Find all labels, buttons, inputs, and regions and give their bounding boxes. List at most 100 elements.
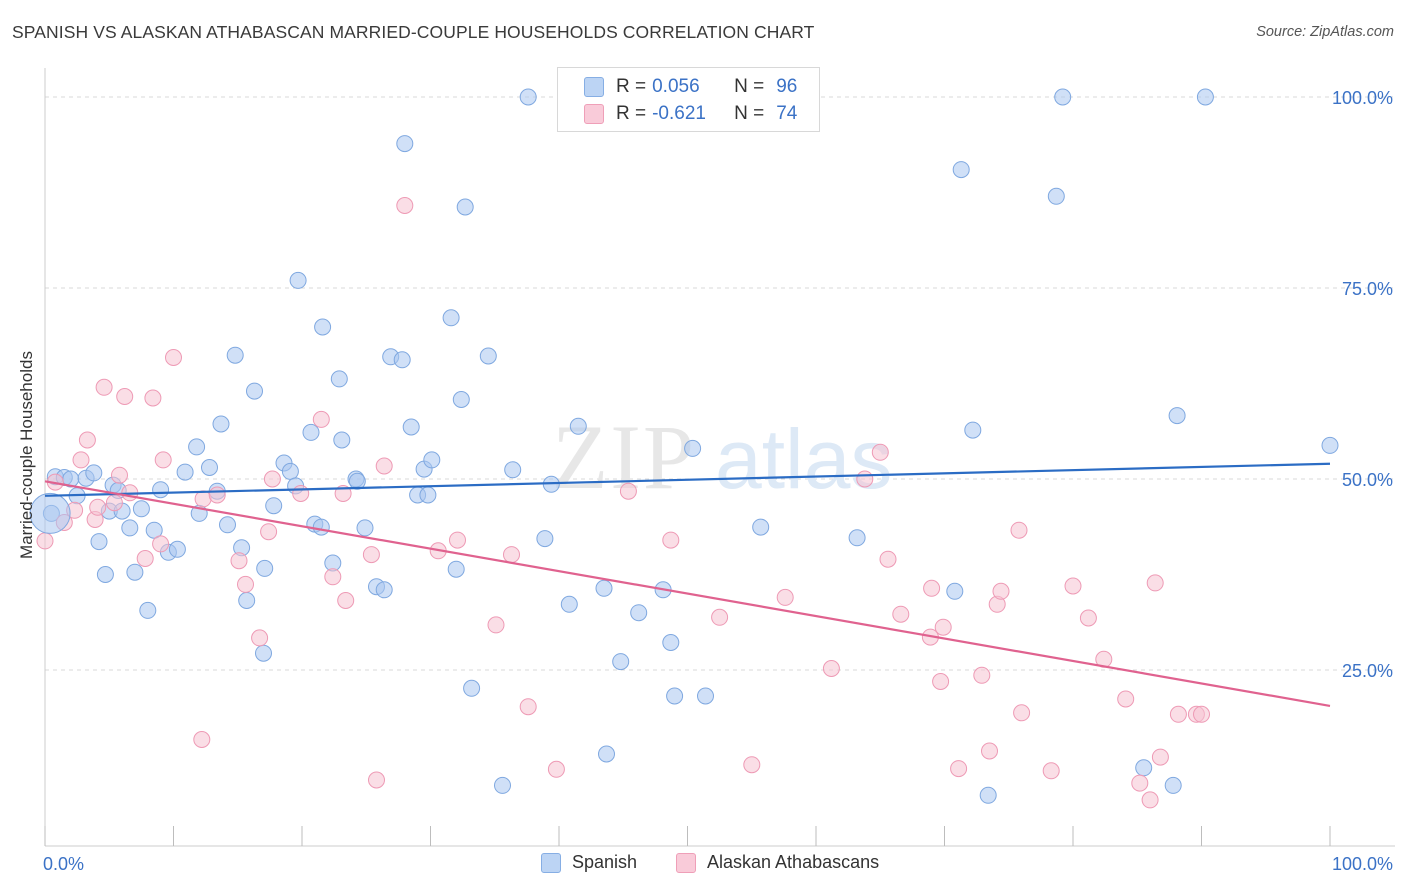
spanish-point bbox=[494, 776, 511, 794]
spanish-point bbox=[90, 533, 108, 551]
alaskan-point bbox=[165, 349, 182, 366]
legend-row-alaskan: R = -0.621 N = 74 bbox=[584, 102, 797, 126]
spanish-point bbox=[212, 415, 230, 433]
series-legend: Spanish Alaskan Athabascans bbox=[0, 852, 1406, 876]
alaskan-point bbox=[208, 486, 226, 504]
alaskan-point bbox=[263, 470, 281, 488]
spanish-point bbox=[226, 346, 244, 364]
spanish-point bbox=[1047, 187, 1065, 205]
alaskan-point bbox=[95, 378, 113, 396]
source-label: Source: ZipAtlas.com bbox=[1256, 24, 1394, 40]
alaskan-point bbox=[934, 618, 952, 636]
alaskan-point bbox=[487, 616, 505, 634]
spanish-point bbox=[246, 382, 263, 400]
spanish-point bbox=[560, 595, 578, 613]
spanish-point bbox=[452, 391, 470, 408]
alaskan-point bbox=[111, 466, 128, 484]
alaskan-point bbox=[547, 760, 565, 778]
spanish-point bbox=[848, 529, 866, 547]
alaskan-point bbox=[892, 605, 910, 623]
alaskan-point bbox=[1151, 748, 1169, 766]
spanish-point bbox=[1054, 88, 1072, 106]
alaskan-point bbox=[981, 742, 998, 760]
alaskan-point bbox=[1146, 574, 1164, 592]
alaskan-point bbox=[136, 550, 154, 567]
chart-title: SPANISH VS ALASKAN ATHABASCAN MARRIED-CO… bbox=[12, 22, 815, 42]
alaskan-point bbox=[337, 592, 355, 609]
spanish-point bbox=[152, 481, 170, 499]
legend-n-value-spanish: 96 bbox=[776, 76, 798, 97]
alaskan-point bbox=[1141, 791, 1159, 809]
spanish-point bbox=[126, 563, 144, 581]
legend-r-value-spanish: 0.056 bbox=[652, 76, 700, 97]
spanish-point bbox=[96, 566, 114, 583]
alaskan-point bbox=[230, 552, 248, 570]
alaskan-point bbox=[324, 568, 342, 586]
y-tick-label: 50.0% bbox=[1342, 470, 1393, 490]
legend-r-label: R = bbox=[616, 103, 647, 124]
alaskan-point bbox=[619, 482, 637, 500]
spanish-point bbox=[265, 497, 283, 515]
alaskan-point bbox=[1042, 762, 1060, 780]
y-axis-label: Married-couple Households bbox=[17, 351, 36, 559]
alaskan-point bbox=[362, 546, 380, 564]
spanish-point bbox=[662, 634, 680, 651]
alaskan-point bbox=[89, 498, 107, 516]
alaskan-point bbox=[449, 531, 466, 549]
alaskan-point bbox=[662, 531, 680, 549]
legend-n-label: N = bbox=[734, 76, 765, 97]
spanish-point-cluster bbox=[29, 492, 71, 534]
spanish-point bbox=[256, 559, 274, 577]
legend-r-value-alaskan: -0.621 bbox=[652, 103, 706, 124]
alaskan-point bbox=[260, 523, 278, 541]
spanish-point bbox=[139, 601, 157, 619]
spanish-point bbox=[145, 521, 163, 539]
spanish-point bbox=[442, 309, 460, 327]
spanish-point bbox=[1135, 759, 1153, 777]
alaskan-point bbox=[519, 698, 537, 716]
spanish-point bbox=[348, 472, 366, 490]
x-tick-label: 100.0% bbox=[1332, 854, 1393, 874]
legend-swatch-alaskan bbox=[584, 104, 604, 124]
alaskan-point bbox=[154, 451, 172, 469]
trend-lines bbox=[44, 462, 1331, 707]
legend-n-value-alaskan: 74 bbox=[776, 103, 798, 124]
legend-item-spanish[interactable]: Spanish bbox=[541, 852, 637, 873]
spanish-point bbox=[536, 530, 554, 548]
spanish-point bbox=[396, 135, 414, 153]
legend-item-alaskan[interactable]: Alaskan Athabascans bbox=[676, 852, 879, 873]
alaskan-point bbox=[72, 451, 90, 469]
alaskan-point bbox=[776, 588, 794, 606]
spanish-point bbox=[964, 421, 982, 439]
spanish-point bbox=[598, 745, 615, 763]
alaskan-point bbox=[1013, 704, 1031, 722]
alaskan-point bbox=[251, 629, 269, 647]
alaskan-point bbox=[711, 608, 729, 626]
spanish-point bbox=[1321, 436, 1339, 454]
alaskan-point bbox=[292, 485, 310, 502]
spanish-point bbox=[595, 579, 613, 597]
spanish-point bbox=[289, 271, 307, 289]
spanish-point bbox=[132, 500, 150, 518]
alaskan-point bbox=[950, 760, 968, 778]
alaskan-point bbox=[312, 410, 330, 428]
spanish-point bbox=[519, 88, 537, 106]
spanish-point bbox=[612, 653, 630, 671]
spanish-point bbox=[979, 786, 997, 804]
legend-r-label: R = bbox=[616, 76, 647, 97]
spanish-point bbox=[393, 351, 411, 369]
legend-row-spanish: R = 0.056 N = 96 bbox=[584, 75, 797, 99]
legend-swatch-spanish bbox=[584, 77, 604, 97]
alaskan-point bbox=[78, 431, 96, 449]
data-points bbox=[29, 88, 1339, 809]
alaskan-point bbox=[822, 660, 840, 677]
watermark-atlas: atlas bbox=[715, 412, 892, 506]
alaskan-point bbox=[932, 673, 950, 690]
spanish-point bbox=[504, 461, 522, 479]
spanish-point bbox=[255, 644, 272, 662]
spanish-point bbox=[463, 679, 481, 697]
spanish-point bbox=[684, 439, 702, 457]
spanish-point bbox=[121, 519, 139, 537]
alaskan-point bbox=[152, 535, 170, 553]
alaskan-point bbox=[375, 457, 393, 475]
